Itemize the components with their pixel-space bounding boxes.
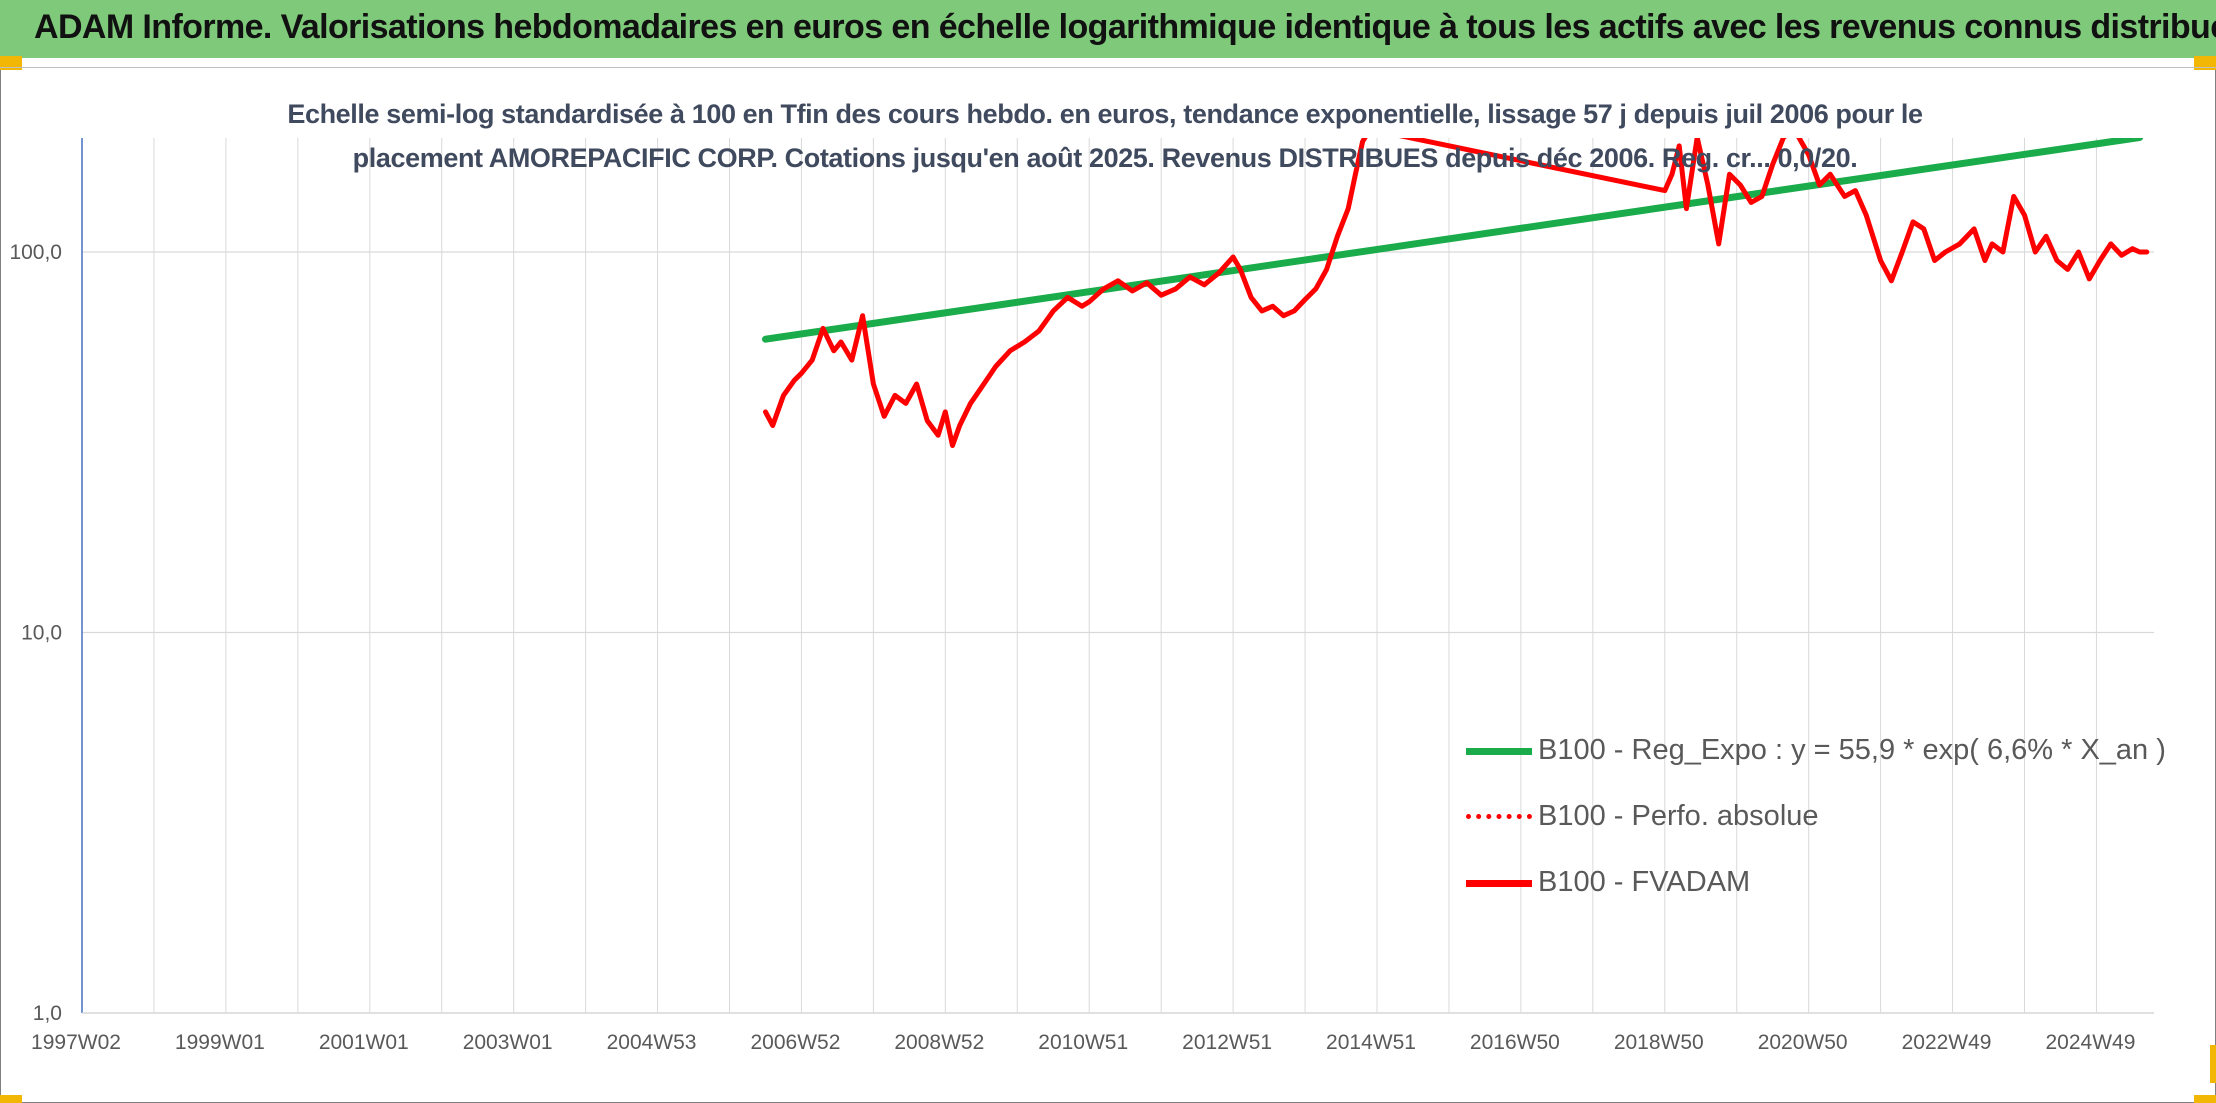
x-tick-label: 2022W49: [1902, 1031, 1992, 1054]
page-title: ADAM Informe. Valorisations hebdomadaire…: [34, 8, 2216, 46]
legend-label-trend: B100 - Reg_Expo : y = 55,9 * exp( 6,6% *…: [1538, 734, 2166, 766]
corner-marker-bottom-left: [0, 1095, 22, 1103]
y-tick-label: 1,0: [33, 1002, 62, 1025]
legend-label-perfo: B100 - Perfo. absolue: [1538, 800, 1819, 832]
corner-marker-top-left: [0, 56, 22, 70]
chart-subtitle: Echelle semi-log standardisée à 100 en T…: [287, 99, 1923, 173]
x-tick-label: 2010W51: [1038, 1031, 1128, 1054]
x-tick-label: 2001W01: [319, 1031, 409, 1054]
corner-marker-top-right: [2194, 56, 2216, 70]
grid-layer: [81, 138, 2154, 1014]
x-tick-label: 2020W50: [1758, 1031, 1848, 1054]
x-tick-label: 2006W52: [750, 1031, 840, 1054]
x-tick-label: 2008W52: [894, 1031, 984, 1054]
series-layer: [762, 138, 2150, 448]
corner-marker-bottom-right: [2194, 1095, 2216, 1103]
title-bar: ADAM Informe. Valorisations hebdomadaire…: [0, 0, 2216, 58]
y-tick-label: 10,0: [21, 622, 62, 645]
x-tick-label: 1999W01: [175, 1031, 265, 1054]
x-tick-label: 2003W01: [463, 1031, 553, 1054]
fvadam-line: [763, 138, 2150, 448]
legend-swatch-trend: [1466, 748, 1532, 755]
x-tick-label: 2012W51: [1182, 1031, 1272, 1054]
x-tick-label: 1997W02: [31, 1031, 121, 1054]
legend-label-fvadam: B100 - FVADAM: [1538, 866, 1751, 898]
legend-swatch-fvadam: [1466, 880, 1532, 887]
x-tick-label: 2004W53: [607, 1031, 697, 1054]
x-tick-label: 2014W51: [1326, 1031, 1416, 1054]
title-separator: [0, 67, 2216, 68]
x-tick-label: 2016W50: [1470, 1031, 1560, 1054]
x-tick-label: 2018W50: [1614, 1031, 1704, 1054]
y-tick-label: 100,0: [9, 241, 62, 264]
edge-marker-right: [2210, 1045, 2216, 1083]
x-tick-label: 2024W49: [2045, 1031, 2135, 1054]
tick-labels: 1,0 10,0 100,0 1997W02 1999W01 2001W01 2003W01…: [9, 241, 2135, 1054]
axis-layer: [81, 138, 2154, 1014]
legend-swatch-perfo: [1466, 814, 1532, 819]
trend-line: [762, 138, 2144, 343]
